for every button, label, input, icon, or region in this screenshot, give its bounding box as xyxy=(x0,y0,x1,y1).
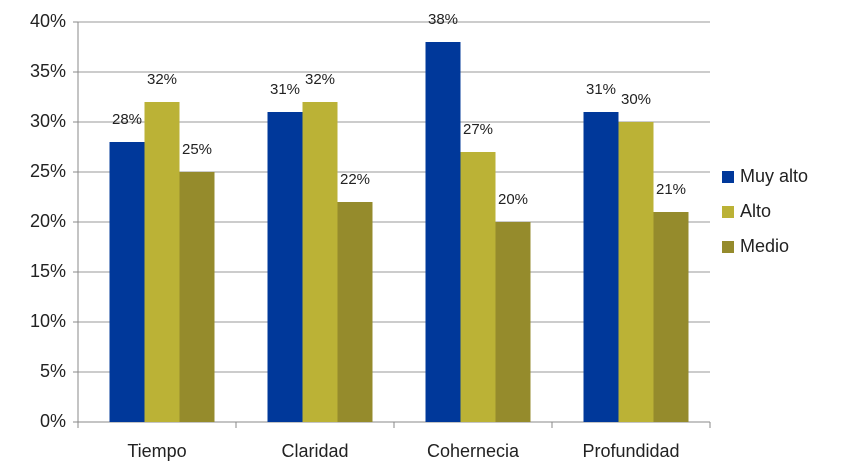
bar xyxy=(144,102,180,422)
y-tick-label: 5% xyxy=(40,361,66,381)
value-label: 22% xyxy=(340,171,370,188)
value-label: 25% xyxy=(182,141,212,158)
x-tick-label: Profundidad xyxy=(582,441,679,461)
y-tick-label: 0% xyxy=(40,411,66,431)
legend-label: Medio xyxy=(740,236,789,256)
value-label: 27% xyxy=(463,121,493,138)
bar xyxy=(179,172,215,422)
legend-label: Alto xyxy=(740,201,771,221)
x-tick-label: Cohernecia xyxy=(427,441,520,461)
bar xyxy=(267,112,303,422)
value-label: 32% xyxy=(147,71,177,88)
legend-label: Muy alto xyxy=(740,166,808,186)
value-label: 31% xyxy=(586,81,616,98)
bar xyxy=(337,202,373,422)
bar xyxy=(302,102,338,422)
legend-swatch xyxy=(722,241,734,253)
y-tick-label: 10% xyxy=(30,311,66,331)
value-label: 32% xyxy=(305,71,335,88)
bar xyxy=(618,122,654,422)
bar xyxy=(460,152,496,422)
value-label: 20% xyxy=(498,191,528,208)
x-tick-label: Tiempo xyxy=(127,441,186,461)
bar xyxy=(495,222,531,422)
value-label: 30% xyxy=(621,91,651,108)
legend-swatch xyxy=(722,206,734,218)
y-tick-label: 20% xyxy=(30,211,66,231)
bar xyxy=(583,112,619,422)
legend-swatch xyxy=(722,171,734,183)
value-label: 21% xyxy=(656,181,686,198)
bar xyxy=(425,42,461,422)
value-label: 28% xyxy=(112,111,142,128)
y-tick-label: 30% xyxy=(30,111,66,131)
bar xyxy=(653,212,689,422)
y-tick-label: 35% xyxy=(30,61,66,81)
value-label: 38% xyxy=(428,11,458,28)
y-tick-label: 15% xyxy=(30,261,66,281)
x-tick-label: Claridad xyxy=(281,441,348,461)
value-label: 31% xyxy=(270,81,300,98)
y-tick-label: 40% xyxy=(30,11,66,31)
y-tick-label: 25% xyxy=(30,161,66,181)
bar xyxy=(109,142,145,422)
